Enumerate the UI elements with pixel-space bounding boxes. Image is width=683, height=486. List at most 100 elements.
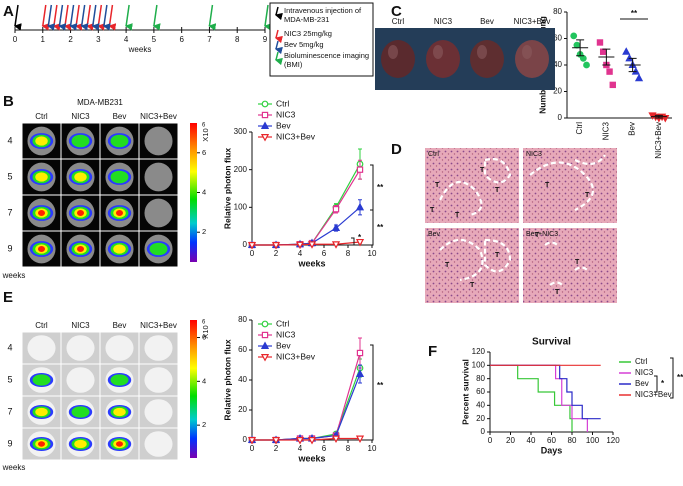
legend-label: NIC3+Bev bbox=[635, 390, 672, 399]
mouse-body bbox=[66, 335, 95, 361]
lung bbox=[470, 40, 504, 78]
mouse-body bbox=[144, 162, 173, 192]
panel-label: F bbox=[428, 343, 437, 360]
significance: ** bbox=[377, 381, 384, 390]
histology-label: NIC3 bbox=[526, 151, 542, 158]
signal-blob bbox=[37, 209, 46, 217]
legend-label: Ctrl bbox=[635, 357, 648, 366]
event-arrow bbox=[102, 4, 111, 31]
column-label: Ctrl bbox=[35, 112, 48, 121]
y-tick-label: 20 bbox=[238, 405, 247, 414]
significance: ** bbox=[377, 183, 384, 192]
y-axis-title: Relative photon flux bbox=[222, 339, 232, 421]
y-tick-label: 20 bbox=[476, 414, 485, 423]
row-label: 9 bbox=[7, 243, 12, 253]
significance: ** bbox=[631, 9, 638, 18]
y-tick-label: 120 bbox=[472, 347, 486, 356]
tumor-marker: T bbox=[545, 182, 550, 189]
x-tick-label: Bev bbox=[628, 122, 637, 136]
y-tick-label: 200 bbox=[234, 165, 248, 174]
marker bbox=[609, 81, 616, 89]
tumor-marker: T bbox=[445, 262, 450, 269]
x-tick-label: 0 bbox=[250, 249, 255, 258]
marker bbox=[579, 54, 587, 62]
legend-text-box: Bev 5mg/kg bbox=[284, 40, 324, 49]
signal-blob bbox=[37, 245, 46, 253]
x-tick-label: 6 bbox=[179, 35, 184, 44]
error-bar bbox=[576, 39, 585, 57]
marker bbox=[355, 369, 365, 377]
error-bar bbox=[654, 114, 663, 119]
lung-highlight bbox=[477, 45, 487, 59]
lung-label: NIC3 bbox=[434, 17, 453, 26]
x-tick-label: 8 bbox=[346, 249, 351, 258]
x-tick-label: 120 bbox=[606, 436, 620, 445]
series-line bbox=[252, 437, 360, 441]
mouse-body bbox=[144, 335, 173, 361]
marker bbox=[331, 435, 341, 444]
x-tick-label: 100 bbox=[586, 436, 600, 445]
tumor-outline bbox=[574, 266, 590, 273]
tumor-outline bbox=[439, 238, 484, 282]
panel-label: B bbox=[3, 93, 14, 110]
lung-highlight bbox=[522, 45, 532, 59]
event-arrow bbox=[13, 4, 22, 31]
marker bbox=[247, 242, 257, 250]
row-label: 4 bbox=[7, 342, 12, 352]
tumor-outline bbox=[529, 161, 595, 211]
signal-blob bbox=[35, 407, 48, 417]
marker bbox=[596, 39, 604, 46]
marker bbox=[247, 437, 257, 445]
lung-label: NIC3+Bev bbox=[514, 17, 551, 26]
legend-label: Bev bbox=[635, 379, 649, 388]
bracket bbox=[654, 375, 658, 393]
x-tick-label: NIC3+Bev bbox=[654, 122, 663, 159]
marker bbox=[261, 320, 269, 328]
y-tick-label: 300 bbox=[234, 127, 248, 136]
signal-blob bbox=[37, 441, 46, 447]
marker bbox=[599, 48, 607, 55]
event-arrow bbox=[80, 4, 89, 31]
marker bbox=[261, 100, 269, 108]
bracket bbox=[370, 209, 374, 246]
legend-label: NIC3 bbox=[276, 109, 296, 119]
tumor-marker: T bbox=[585, 192, 590, 199]
colorbar-exponent: 6 bbox=[202, 320, 206, 326]
row-label: 4 bbox=[7, 135, 12, 145]
legend-label: Ctrl bbox=[276, 98, 289, 108]
tumor-marker: T bbox=[555, 289, 560, 296]
marker bbox=[260, 134, 270, 142]
x-axis-title: weeks bbox=[297, 258, 325, 268]
error-bar bbox=[602, 48, 611, 66]
x-tick-label: 8 bbox=[235, 35, 240, 44]
lung-highlight bbox=[388, 45, 398, 59]
legend-label: NIC3 25mg/kg bbox=[284, 29, 332, 38]
x-tick-label: 2 bbox=[274, 444, 279, 453]
image-title: MDA-MB231 bbox=[77, 98, 123, 107]
row-axis-label: weeks bbox=[2, 271, 26, 280]
survival-curve bbox=[490, 364, 601, 420]
histology-label: Bev+NIC3 bbox=[526, 231, 558, 238]
bracket bbox=[351, 237, 355, 246]
event-arrow bbox=[47, 4, 56, 31]
x-tick-label: 60 bbox=[547, 436, 556, 445]
legend-label: Ctrl bbox=[276, 318, 289, 328]
bracket bbox=[370, 164, 374, 211]
y-tick-label: 0 bbox=[243, 435, 248, 444]
tumor-outline bbox=[544, 241, 560, 248]
event-arrow bbox=[208, 4, 217, 31]
x-tick-label: 3 bbox=[96, 35, 101, 44]
event-arrow bbox=[52, 4, 61, 31]
series-line bbox=[252, 367, 361, 441]
significance: ** bbox=[377, 223, 384, 232]
row-label: 7 bbox=[7, 406, 12, 416]
colorbar bbox=[190, 320, 197, 458]
signal-blob bbox=[32, 374, 51, 386]
signal-blob bbox=[110, 374, 129, 386]
x-tick-label: 10 bbox=[368, 249, 377, 258]
marker bbox=[355, 435, 365, 444]
marker bbox=[570, 32, 578, 40]
tumor-outline bbox=[574, 154, 606, 166]
